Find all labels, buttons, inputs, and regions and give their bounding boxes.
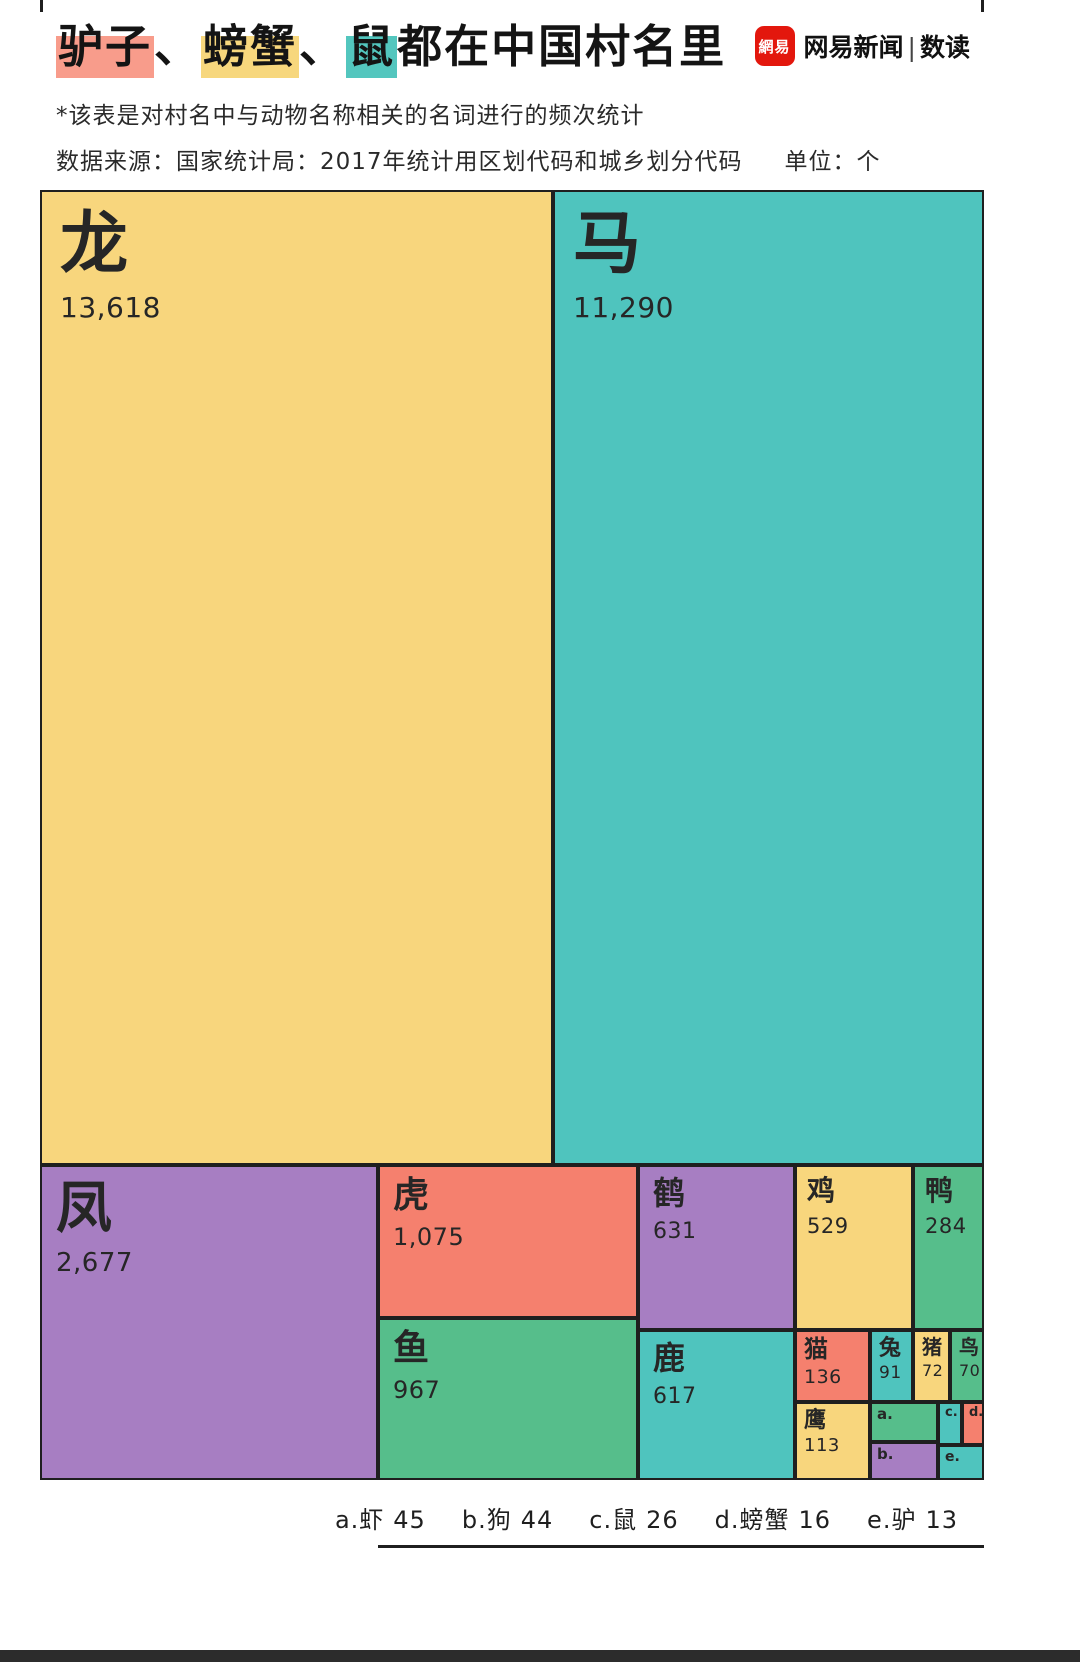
legend-animal-label: 虾 [359,1506,385,1534]
brand-section: 数读 [919,33,970,62]
treemap-cell-dragon: 龙 13,618 [40,190,553,1165]
header: 驴子、螃蟹、鼠都在中国村名里 網易 网易新闻 | 数读 *该表是对村名中与动物名称相… [40,0,984,190]
treemap: 龙 13,618 马 11,290 凤 2,677 虎 1,075 鱼 967 … [40,190,984,1480]
legend-value: 26 [646,1506,679,1534]
treemap-cell-chicken: 鸡 529 [795,1165,913,1330]
legend-item-crab: d.螃蟹 16 [715,1500,831,1535]
title-segment-rat: 鼠 [346,20,398,78]
legend: a.虾 45 b.狗 44 c.鼠 26 d.螃蟹 16 e.驴 13 [40,1500,984,1535]
treemap-cell-deer: 鹿 617 [638,1330,795,1480]
treemap-cell-rat: c. [938,1402,962,1445]
legend-item-dog: b.狗 44 [462,1500,553,1535]
treemap-cell-donkey: e. [938,1445,984,1480]
brand-text: 网易新闻 | 数读 [804,28,970,64]
treemap-cell-horse: 马 11,290 [553,190,984,1165]
treemap-cell-pig: 猪 72 [913,1330,950,1402]
treemap-cell-eagle: 鹰 113 [795,1402,870,1480]
title-segment-rest: 都在中国村名里 [397,20,727,73]
brand-name: 网易新闻 [803,33,904,62]
treemap-cell-shrimp: a. [870,1402,938,1442]
treemap-cell-crane: 鹤 631 [638,1165,795,1330]
legend-key-label: a. [334,1506,360,1534]
treemap-cell-dog: b. [870,1442,938,1480]
title-row: 驴子、螃蟹、鼠都在中国村名里 網易 网易新闻 | 数读 [56,20,970,78]
legend-value: 13 [925,1506,958,1534]
treemap-cell-cat: 猫 136 [795,1330,870,1402]
legend-animal-label: 螃蟹 [739,1506,790,1534]
footer-divider [378,1545,984,1548]
legend-item-shrimp: a.虾 45 [335,1500,426,1535]
title-separator: 、 [154,20,202,73]
title-separator: 、 [299,20,347,73]
legend-key-label: d. [714,1506,740,1534]
brand-divider: | [907,33,916,62]
legend-animal-label: 狗 [486,1506,512,1534]
legend-animal-label: 鼠 [612,1506,638,1534]
treemap-cell-fish: 鱼 967 [378,1318,638,1480]
netease-logo-icon: 網易 [754,26,795,66]
brand: 網易 网易新闻 | 数读 [754,26,970,66]
treemap-cell-phoenix: 凤 2,677 [40,1165,378,1480]
treemap-cell-bird: 鸟 70 [950,1330,984,1402]
page-title: 驴子、螃蟹、鼠都在中国村名里 [56,20,727,78]
data-source-text: 数据来源：国家统计局：2017年统计用区划代码和城乡划分代码 [56,149,743,175]
legend-value: 44 [520,1506,554,1534]
treemap-cell-rabbit: 兔 91 [870,1330,913,1402]
frame-tick-left [40,0,43,12]
legend-key-label: b. [461,1506,487,1534]
legend-key-label: c. [589,1506,613,1534]
legend-value: 16 [798,1506,832,1534]
treemap-cell-tiger: 虎 1,075 [378,1165,638,1318]
legend-key-label: e. [867,1506,892,1534]
unit-label: 单位：个 [784,149,881,175]
next-section-edge [0,1650,1080,1662]
data-source-note: 数据来源：国家统计局：2017年统计用区划代码和城乡划分代码 单位：个 [56,142,970,176]
treemap-cell-crab: d. [962,1402,984,1445]
treemap-cell-duck: 鸭 284 [913,1165,984,1330]
frame-tick-right [981,0,984,12]
legend-item-rat: c.鼠 26 [589,1500,678,1535]
chart-note: *该表是对村名中与动物名称相关的名词进行的频次统计 [56,103,645,129]
title-segment-crab: 螃蟹 [201,20,300,78]
title-segment-donkey: 驴子 [56,20,155,78]
legend-animal-label: 驴 [891,1506,917,1534]
legend-value: 45 [393,1506,426,1534]
legend-item-donkey: e.驴 13 [867,1500,958,1535]
